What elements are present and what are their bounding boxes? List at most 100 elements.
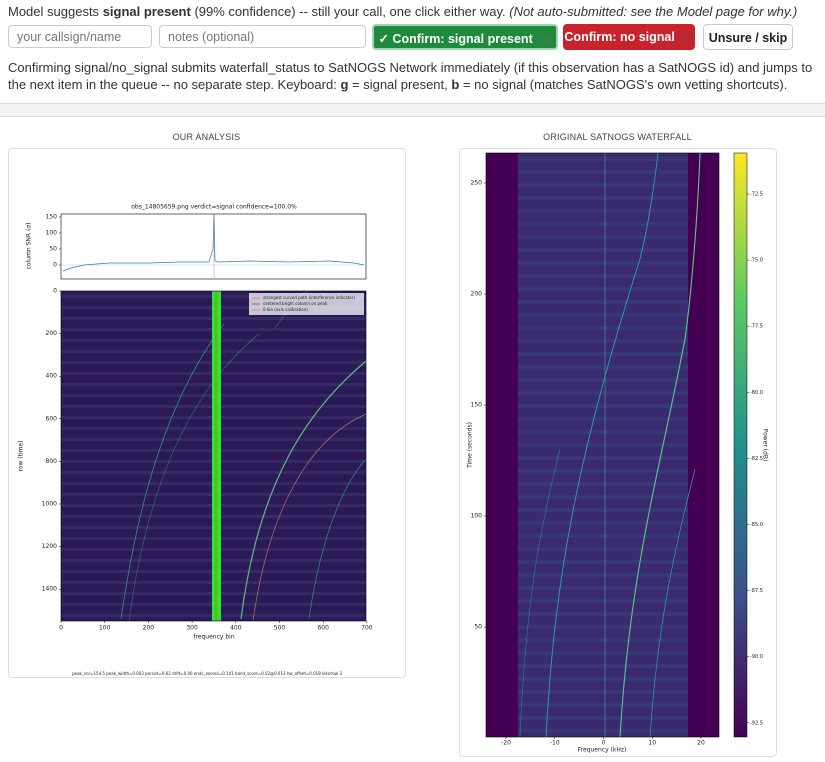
tick-label: 1400: [42, 586, 57, 593]
noise-band: [518, 664, 688, 668]
shortcut: (g): [536, 32, 552, 46]
tick-label: 100: [99, 625, 111, 632]
noise-band: [518, 508, 688, 512]
noise-band: [518, 157, 688, 161]
y-axis-label: column SNR (σ): [26, 223, 33, 270]
waterfall-figure: Time (seconds) Frequency (kHz) Power (dB…: [467, 152, 769, 754]
figure-title: obs_14805659.png verdict=signal confiden…: [131, 204, 297, 211]
tick-label: 250: [471, 180, 483, 187]
noise-band: [518, 300, 688, 304]
legend: strongest curved path (interference indi…: [252, 295, 355, 312]
key: g: [340, 77, 349, 92]
noise-band: [518, 183, 688, 187]
noise-band: [518, 547, 688, 551]
noise-band: [518, 235, 688, 239]
colorbar: [733, 152, 748, 738]
info-text: Confirming signal/no_signal submits wate…: [8, 59, 818, 93]
tick-label: 100: [46, 230, 58, 237]
tick-label: 0: [59, 625, 63, 632]
trace: [120, 323, 225, 620]
noise-band: [518, 287, 688, 291]
noise-band: [518, 352, 688, 356]
text: = signal present,: [348, 77, 452, 92]
tick-label: -80.0: [750, 390, 763, 396]
tick-label: 400: [230, 625, 242, 632]
tick-label: 600: [317, 625, 329, 632]
tick-label: 200: [143, 625, 155, 632]
waterfall-axes: [485, 152, 720, 738]
noise-band: [518, 443, 688, 447]
callsign-input[interactable]: your callsign/name: [8, 25, 152, 48]
x-axis-label: Frequency (kHz): [578, 747, 627, 754]
waterfall-card: Time (seconds) Frequency (kHz) Power (dB…: [459, 148, 777, 757]
noise-band: [518, 625, 688, 629]
tick-label: 600: [46, 415, 58, 422]
notes-input[interactable]: notes (optional): [159, 25, 366, 48]
legend-box: [249, 293, 364, 315]
analysis-figure: obs_14805659.png verdict=signal confiden…: [18, 204, 373, 677]
noise-band: [518, 521, 688, 525]
panel-heading: OUR ANALYSIS: [172, 132, 241, 142]
noise-band: [518, 534, 688, 538]
note: (Not auto-submitted: see the Model page …: [509, 4, 798, 19]
noise-band: [518, 209, 688, 213]
snr-trace: [62, 213, 365, 272]
legend-label: 0 bin (axis calibration): [263, 307, 308, 312]
trace: [619, 152, 701, 738]
skip-button[interactable]: Unsure / skip: [703, 24, 793, 50]
noise-band: [518, 365, 688, 369]
tick-label: 0: [53, 262, 57, 269]
noise-band: [518, 482, 688, 486]
noise-band: [518, 248, 688, 252]
noise-band: [518, 677, 688, 681]
noise-band: [518, 326, 688, 330]
tick-label: -92.5: [750, 720, 763, 726]
noise-band: [518, 339, 688, 343]
trace: [240, 360, 367, 620]
label: ✓ Confirm: signal present: [378, 32, 533, 46]
tick-label: 150: [471, 402, 483, 409]
model-suggestion: Model suggests signal present (99% confi…: [8, 4, 797, 19]
noise-band: [518, 313, 688, 317]
noise-band: [518, 196, 688, 200]
heatmap-axes: [60, 290, 367, 622]
tick-label: -10: [550, 740, 560, 747]
noise-band: [518, 456, 688, 460]
noise-band: [518, 703, 688, 707]
tick-label: 1000: [42, 501, 57, 508]
noise-band: [518, 495, 688, 499]
tick-label: -20: [501, 740, 511, 747]
trace: [519, 448, 561, 738]
tick-label: 700: [361, 625, 373, 632]
noise-band: [518, 599, 688, 603]
noise-band: [518, 586, 688, 590]
tick-label: -85.0: [750, 522, 763, 528]
tick-label: 10: [648, 740, 656, 747]
tick-label: 200: [471, 291, 483, 298]
tick-label: 400: [46, 373, 58, 380]
confirm-signal-button[interactable]: ✓ Confirm: signal present (g): [372, 24, 558, 50]
trace: [128, 333, 260, 622]
tick-label: 150: [46, 214, 58, 221]
tick-label: -87.5: [750, 588, 763, 594]
noise-band: [518, 651, 688, 655]
noise-band: [518, 560, 688, 564]
shortcut: (b): [678, 30, 694, 44]
tick-label: 800: [46, 458, 58, 465]
confirm-no-signal-button[interactable]: Confirm: no signal (b): [563, 24, 695, 50]
tick-label: 20: [697, 740, 705, 747]
tick-label: -90.0: [750, 654, 763, 660]
tick-label: -75.0: [750, 258, 763, 264]
bright-column: [212, 291, 221, 621]
noise-band: [518, 690, 688, 694]
tick-label: 1200: [42, 543, 57, 550]
analysis-card: obs_14805659.png verdict=signal confiden…: [8, 148, 406, 678]
noise-band: [518, 378, 688, 382]
tick-label: 0: [602, 740, 606, 747]
divider: [0, 103, 825, 117]
tick-label: 50: [474, 624, 482, 631]
metrics-footer: peak_snr=154.5 peak_width=0.003 persist=…: [72, 671, 342, 676]
tick-label: 200: [46, 330, 58, 337]
noise-band: [518, 716, 688, 720]
